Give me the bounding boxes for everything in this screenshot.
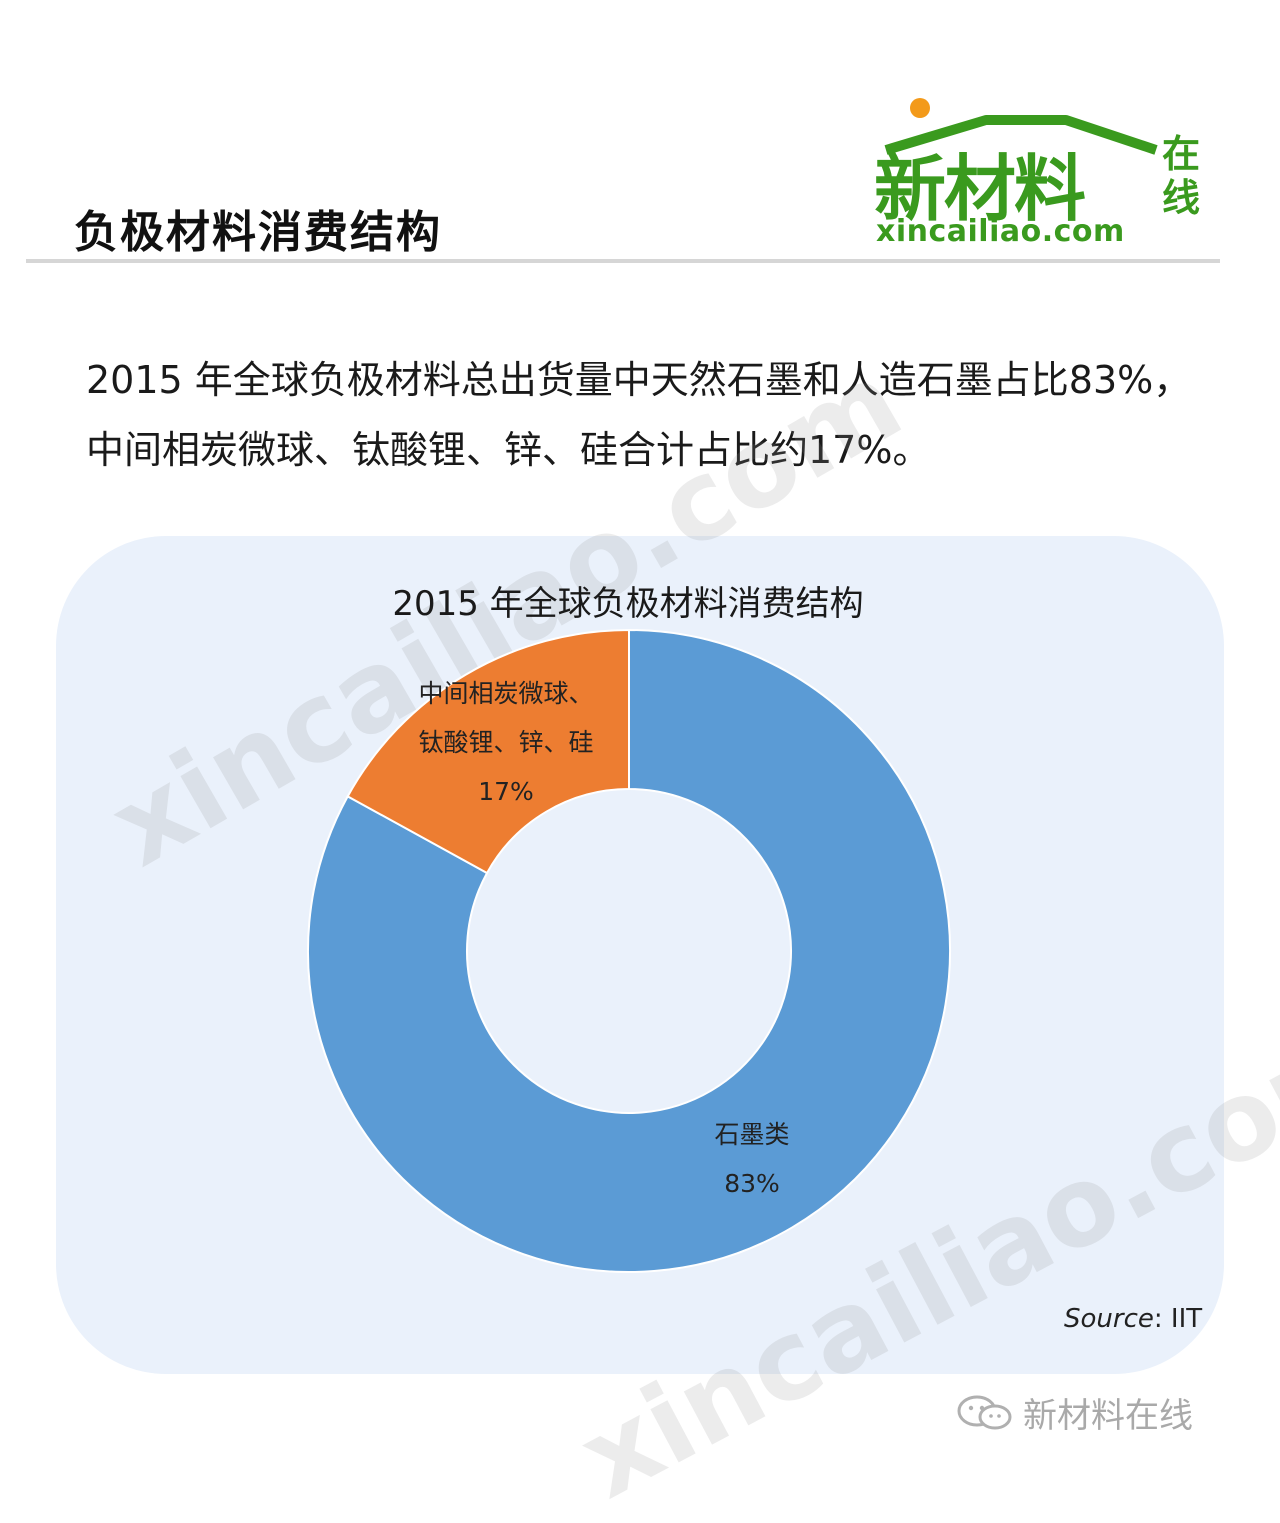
donut-slice-1 <box>346 628 630 875</box>
source-value: : IIT <box>1153 1304 1203 1334</box>
slice-label-0-0: 石墨类 <box>714 1120 789 1149</box>
logo-url: xincailiao.com <box>876 214 1125 249</box>
logo-side-text: 在线 <box>1162 132 1201 220</box>
title-divider <box>26 259 1220 263</box>
wechat-icon <box>957 1395 1012 1429</box>
source-label: Source <box>1064 1304 1154 1334</box>
wechat-name: 新材料在线 <box>1023 1396 1193 1436</box>
chart-title: 2015 年全球负极材料消费结构 <box>392 584 864 624</box>
donut-slice-0 <box>307 628 951 1273</box>
summary-text: 2015 年全球负极材料总出货量中天然石墨和人造石墨占比83%，中间相炭微球、钛… <box>86 358 1192 472</box>
source-note: Source: IIT <box>1064 1304 1202 1334</box>
page-title: 负极材料消费结构 <box>74 207 442 258</box>
logo-graphic <box>884 98 1158 155</box>
logo-name: 新材料 <box>874 147 1086 231</box>
wechat-badge: 新材料在线 <box>955 1388 1193 1437</box>
slice-label-0-1: 83% <box>724 1169 780 1198</box>
slice-label-1-2: 17% <box>478 777 534 806</box>
donut-chart: 石墨类 83% 中间相炭微球、钛酸锂、锌、硅 17% <box>307 628 951 1273</box>
brand-logo: 新材料 在线 xincailiao.com <box>866 90 1216 250</box>
slice-label-1-1: 钛酸锂、锌、硅 <box>418 728 593 757</box>
slice-label-1-0: 中间相炭微球、 <box>418 679 593 708</box>
